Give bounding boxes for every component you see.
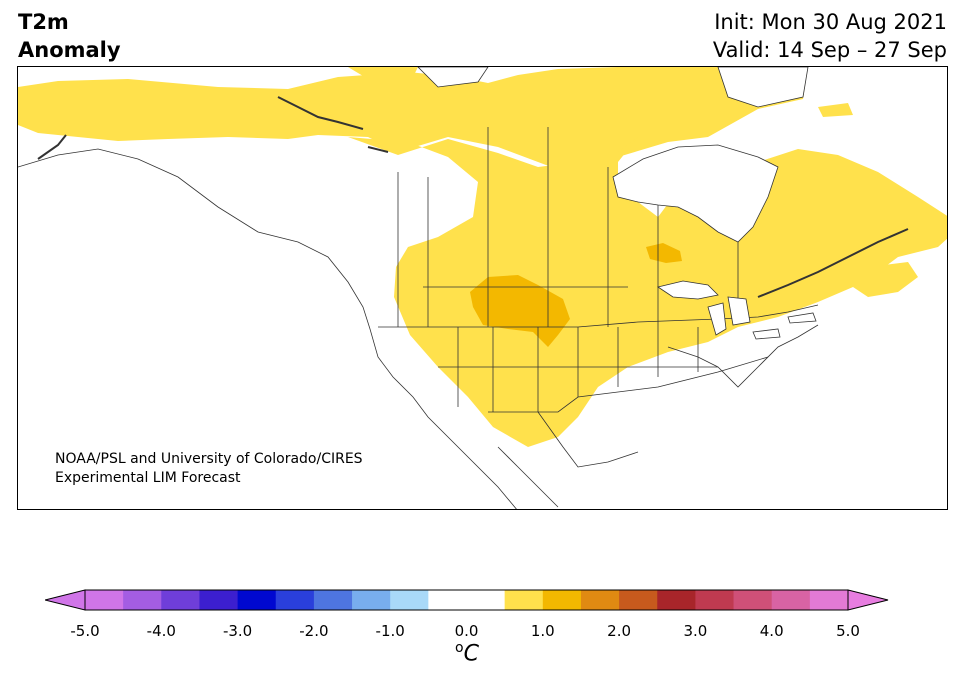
unit-base: C — [463, 641, 479, 667]
north-america-map — [18, 67, 947, 509]
colorbar-segment — [123, 590, 162, 610]
unit-superscript: o — [455, 640, 464, 656]
colorbar-segment — [695, 590, 735, 610]
forecast-dates: Init: Mon 30 Aug 2021 Valid: 14 Sep – 27… — [713, 8, 947, 64]
colorbar-segment — [542, 590, 582, 610]
colorbar-tick-label: 2.0 — [607, 622, 632, 640]
init-date: Init: Mon 30 Aug 2021 — [714, 10, 947, 34]
colorbar-segment — [466, 590, 506, 610]
colorbar-segment — [85, 590, 124, 610]
colorbar-under-arrow — [45, 589, 86, 611]
colorbar-segment — [733, 590, 773, 610]
anomaly-fill-light — [18, 67, 947, 447]
anomaly-fill-dark — [470, 243, 682, 347]
colorbar-tick-label: 3.0 — [683, 622, 708, 640]
colorbar-segment — [352, 590, 391, 610]
thick-features — [37, 96, 909, 298]
colorbar-tick-label: -5.0 — [70, 622, 100, 640]
credit-line2: Experimental LIM Forecast — [55, 470, 241, 486]
credit-text: NOAA/PSL and University of Colorado/CIRE… — [55, 450, 363, 488]
credit-line1: NOAA/PSL and University of Colorado/CIRE… — [55, 451, 363, 467]
map-title: T2m Anomaly — [18, 8, 121, 64]
colorbar-tick-label: 1.0 — [530, 622, 555, 640]
hudson-bay — [417, 67, 809, 243]
colorbar-tick-label: 5.0 — [836, 622, 860, 640]
colorbar-tick-label: -4.0 — [146, 622, 176, 640]
colorbar-segment — [619, 590, 658, 610]
colorbar-segment — [199, 590, 239, 610]
colorbar-segment — [809, 590, 849, 610]
colorbar-frame — [84, 589, 849, 611]
colorbar-tick-label: -1.0 — [375, 622, 405, 640]
colorbar-segment — [313, 590, 353, 610]
colorbar-segments — [85, 590, 849, 610]
colorbar-tick-label: -2.0 — [299, 622, 329, 640]
colorbar-tick-labels: -5.0 -4.0 -3.0 -2.0 -1.0 0.0 1.0 2.0 3.0 4.0 5.0 — [0, 622, 959, 642]
colorbar — [45, 589, 889, 611]
valid-period: Valid: 14 Sep – 27 Sep — [712, 38, 947, 62]
colorbar-segment — [390, 590, 429, 610]
great-lakes — [657, 280, 817, 340]
colorbar-tick-label: 4.0 — [759, 622, 784, 640]
colorbar-segment — [504, 590, 544, 610]
map-title-line2: Anomaly — [18, 38, 121, 62]
colorbar-segment — [657, 590, 696, 610]
colorbar-segment — [161, 590, 200, 610]
colorbar-unit: oC — [455, 640, 479, 666]
map-title-line1: T2m — [18, 10, 69, 34]
colorbar-segment — [771, 590, 811, 610]
colorbar-segment — [580, 590, 620, 610]
colorbar-segment — [428, 590, 467, 610]
colorbar-segment — [275, 590, 315, 610]
colorbar-tick-label: 0.0 — [454, 622, 479, 640]
colorbar-segment — [237, 590, 277, 610]
colorbar-tick-label: -3.0 — [222, 622, 253, 640]
colorbar-over-arrow — [847, 589, 889, 611]
map-panel — [17, 66, 948, 510]
